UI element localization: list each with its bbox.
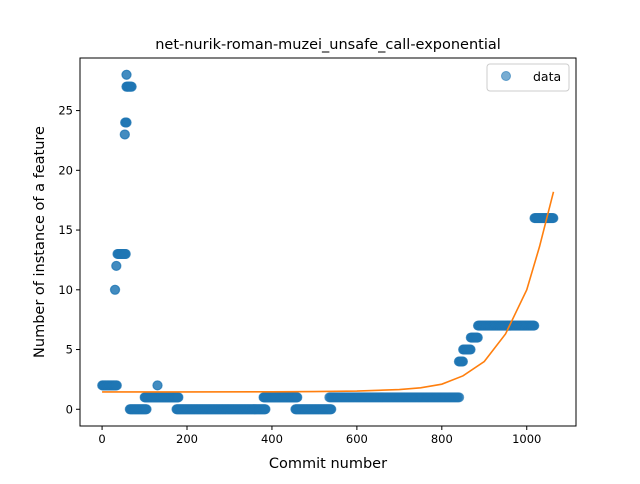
- y-tick-label: 25: [58, 104, 73, 118]
- legend: data: [486, 63, 570, 92]
- y-tick-label: 0: [66, 402, 73, 416]
- plot-frame: [79, 57, 577, 427]
- data-point: [121, 69, 132, 80]
- data-point: [110, 284, 121, 295]
- data-point: [326, 404, 337, 415]
- data-point: [120, 248, 131, 259]
- data-point: [529, 320, 540, 331]
- data-point: [454, 392, 465, 403]
- x-tick-label: 200: [176, 432, 198, 446]
- data-point: [152, 380, 163, 391]
- data-point: [548, 213, 559, 224]
- y-axis-label: Number of instance of a feature: [32, 126, 48, 358]
- data-point: [141, 404, 152, 415]
- fit-line: [102, 191, 555, 393]
- data-point: [260, 404, 271, 415]
- x-tick-label: 1000: [512, 432, 541, 446]
- y-tick-label: 10: [58, 283, 73, 297]
- data-point: [121, 117, 132, 128]
- x-axis-label: Commit number: [269, 456, 387, 472]
- y-tick-label: 20: [58, 163, 73, 177]
- plot-area: [97, 69, 559, 415]
- data-point: [111, 260, 122, 271]
- y-tick-label: 5: [66, 343, 73, 357]
- legend-marker: [501, 71, 511, 81]
- data-point: [126, 81, 137, 92]
- x-tick-label: 0: [98, 432, 105, 446]
- x-tick-label: 800: [431, 432, 453, 446]
- x-tick-label: 400: [261, 432, 283, 446]
- chart-title: net-nurik-roman-muzei_unsafe_call-expone…: [155, 37, 501, 53]
- legend-box: [486, 63, 570, 92]
- data-point: [472, 332, 483, 343]
- y-tick-label: 15: [58, 223, 73, 237]
- x-tick-label: 600: [346, 432, 368, 446]
- data-point: [120, 129, 131, 140]
- y-axis: 0 5 10 15 20 25: [58, 104, 80, 416]
- legend-label: data: [533, 69, 561, 84]
- data-point: [458, 356, 469, 367]
- data-point: [173, 392, 184, 403]
- data-point: [111, 380, 122, 391]
- x-axis: 0 200 400 600 800 1000: [98, 426, 541, 446]
- data-point: [465, 344, 476, 355]
- data-point: [292, 392, 303, 403]
